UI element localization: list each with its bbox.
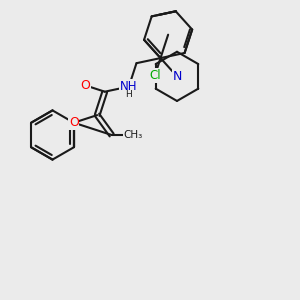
- Text: O: O: [69, 116, 79, 129]
- Text: Cl: Cl: [149, 69, 160, 82]
- Text: H: H: [125, 91, 132, 100]
- Text: N: N: [172, 70, 182, 83]
- Text: NH: NH: [120, 80, 138, 93]
- Text: CH₃: CH₃: [124, 130, 143, 140]
- Text: O: O: [81, 79, 91, 92]
